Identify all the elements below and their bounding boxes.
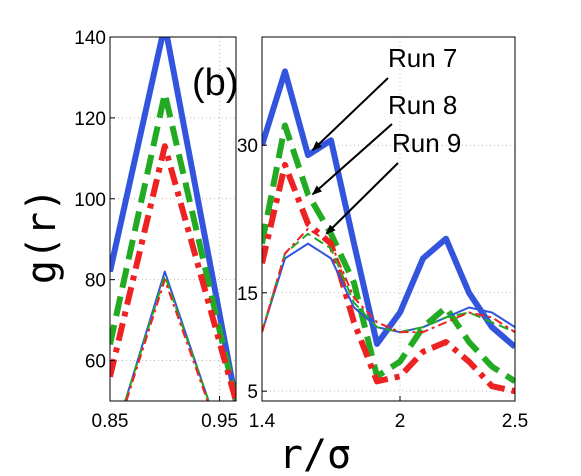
right-y-tick-label: 15 [237,284,258,305]
right-series-line-5 [262,227,515,334]
right-axes-frame [261,36,516,402]
right-x-tick-label: 2.5 [502,411,528,432]
left-y-tick-label: 100 [74,190,106,211]
left-series-line-0 [110,37,236,401]
left-x-tick-label: 0.85 [92,411,129,432]
right-series-line-run-9 [262,161,515,395]
left-y-tick-label: 80 [85,271,106,292]
left-x-tick-label: 0.95 [201,411,238,432]
annotation-arrow [325,162,399,235]
annotation-label: Run 7 [388,43,457,73]
x-axis-label: r/σ [279,432,351,476]
left-series-line-5 [125,278,209,401]
left-series-line-3 [124,270,210,401]
annotation-label: Run 9 [392,128,461,158]
left-axes-frame [109,36,237,402]
left-y-tick-label: 60 [85,352,106,373]
annotation-arrow [311,77,389,151]
right-x-tick-label: 2 [395,411,406,432]
panel-label: (b) [192,62,238,104]
right-panel: 1.4 2 2.5 5 15 30 [237,37,528,432]
left-series-line-2 [110,143,236,401]
right-series-line-3 [262,242,515,334]
left-y-tick-label: 140 [74,28,106,49]
right-y-tick-label: 30 [237,136,258,157]
right-series-line-4 [262,232,515,334]
right-series-line-run-8 [262,122,515,384]
axes-frames [109,36,516,402]
annotations: Run 7 Run 8 Run 9 [311,43,461,235]
left-ticks: 0.85 0.95 60 80 100 120 140 [74,28,238,432]
annotation-label: Run 8 [388,90,457,120]
right-y-tick-label: 5 [247,382,258,403]
left-panel: 0.85 0.95 60 80 100 120 140 [74,28,238,432]
y-axis-label: g(r) [19,188,65,284]
left-series-line-4 [124,274,210,401]
left-series [110,37,236,401]
annotation-arrow [311,123,393,196]
right-x-tick-label: 1.4 [249,411,276,432]
right-ticks: 1.4 2 2.5 5 15 30 [237,136,528,432]
left-series-line-1 [110,90,236,401]
right-series [262,68,515,395]
left-y-tick-label: 120 [74,109,106,130]
